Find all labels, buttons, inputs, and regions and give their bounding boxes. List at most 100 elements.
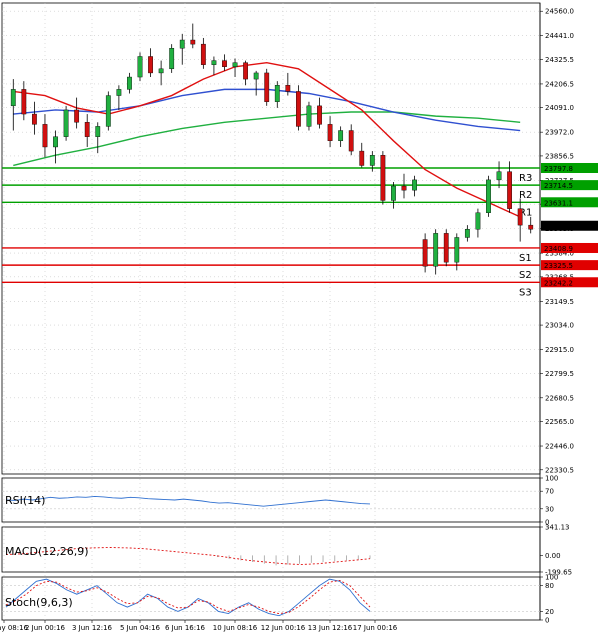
candle-body (200, 43, 206, 65)
level-tag-r1 (541, 197, 598, 208)
x-tick-label: 5 Jun 04:16 (120, 624, 161, 632)
candle-body (211, 60, 217, 65)
x-tick-label: 12 Jun 00:16 (261, 624, 306, 632)
candle-body (464, 229, 470, 238)
candle-body (454, 237, 460, 263)
candle-body (296, 91, 301, 127)
current-price-text: 23517.0 (544, 223, 573, 231)
rsi-tick-label: 70 (545, 488, 554, 496)
stoch-tick-label: 100 (545, 574, 558, 582)
candle-body (422, 239, 428, 267)
candle-body (84, 122, 90, 137)
level-tag-r2 (541, 180, 598, 191)
level-tag-text-r2: 23714.5 (544, 182, 573, 190)
candle-body (306, 105, 312, 127)
x-tick-label: 17 Jun 00:16 (353, 624, 398, 632)
candle-body (21, 89, 27, 115)
level-tag-r3 (541, 162, 598, 173)
y-tick-label: 23856.5 (545, 152, 574, 160)
candle-body (327, 124, 333, 142)
candle-body (63, 109, 69, 137)
rsi-line (5, 496, 371, 507)
candle-body (285, 85, 291, 92)
candle-body (116, 89, 122, 96)
level-tag-s1 (541, 242, 598, 253)
y-tick-label: 23149.5 (545, 298, 574, 306)
candle-body (443, 233, 449, 263)
candle-body (127, 76, 132, 90)
level-tag-text-r3: 23797.8 (544, 165, 573, 173)
candle-body (486, 179, 491, 213)
level-name-s1: S1 (519, 253, 532, 264)
rsi-tick-label: 30 (545, 505, 554, 513)
candle-body (475, 212, 481, 230)
candle-body (105, 95, 111, 127)
candle-body (53, 136, 58, 148)
candle-body (412, 179, 417, 191)
x-tick-label: 30 May 08:16 (0, 624, 29, 632)
rsi-tick-label: 100 (545, 475, 558, 483)
macd-tick-label: 341.13 (545, 524, 570, 532)
level-name-r2: R2 (519, 190, 532, 201)
rsi-tick-label: 0 (545, 519, 549, 527)
level-name-r3: R3 (519, 173, 532, 184)
level-tag-text-s3: 23242.2 (544, 279, 573, 287)
y-tick-label: 24091.0 (545, 104, 574, 112)
candle-body (528, 224, 534, 230)
stoch-tick-label: 20 (545, 608, 554, 616)
candle-body (222, 60, 227, 67)
candle-body (42, 124, 48, 148)
candle-body (338, 130, 344, 142)
candle-body (274, 85, 280, 102)
level-tag-text-r1: 23631.1 (544, 199, 573, 207)
y-tick-label: 22565.0 (545, 418, 574, 426)
y-tick-label: 22330.5 (545, 466, 574, 474)
y-tick-label: 24441.0 (545, 32, 574, 40)
candle-body (401, 185, 407, 191)
stoch-tick-label: 80 (545, 582, 554, 590)
x-tick-label: 10 Jun 08:16 (213, 624, 258, 632)
candle-body (317, 105, 322, 125)
x-tick-label: 3 Jun 12:16 (72, 624, 113, 632)
candle-body (369, 155, 375, 166)
candle-body (169, 48, 175, 70)
y-tick-label: 22446.0 (545, 443, 574, 451)
panel-frame-1 (1, 477, 541, 523)
panel-frame-0 (1, 2, 541, 475)
candle-body (32, 113, 37, 125)
y-tick-label: 23034.0 (545, 322, 574, 330)
candle-body (95, 126, 101, 137)
y-tick-label: 23972.0 (545, 129, 574, 137)
candle-body (10, 89, 16, 107)
stoch-tick-label: 0 (545, 617, 549, 625)
level-name-s3: S3 (519, 287, 532, 298)
candle-body (496, 171, 502, 181)
candle-body (391, 185, 396, 201)
candle-body (137, 56, 143, 78)
x-tick-label: 6 Jun 16:16 (165, 624, 206, 632)
macd-tick-label: 0.00 (545, 552, 561, 560)
rsi-title: RSI(14) (5, 494, 45, 507)
y-tick-label: 24325.5 (545, 56, 574, 64)
candle-body (433, 233, 439, 267)
candle-body (507, 171, 512, 209)
macd-signal-line (5, 547, 371, 565)
candle-body (74, 109, 80, 123)
stoch-title: Stoch(9,6,3) (5, 596, 73, 609)
y-tick-label: 24560.0 (545, 8, 574, 16)
candle-body (148, 56, 153, 74)
candle-body (179, 39, 185, 49)
ma-red-line (13, 61, 521, 218)
y-tick-label: 23384.0 (545, 250, 574, 258)
level-tag-text-s1: 23408.9 (544, 245, 573, 253)
candle-body (380, 155, 386, 201)
x-tick-label: 2 Jun 00:16 (25, 624, 66, 632)
y-tick-label: 22799.5 (545, 370, 574, 378)
level-name-s2: S2 (519, 270, 532, 281)
candle-body (253, 72, 259, 80)
panel-frame-3 (1, 576, 541, 621)
candle-body (517, 208, 523, 226)
stoch-d-line (5, 579, 371, 615)
level-tag-s3 (541, 277, 598, 288)
